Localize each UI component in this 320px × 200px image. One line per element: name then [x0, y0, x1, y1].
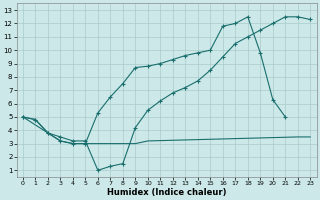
X-axis label: Humidex (Indice chaleur): Humidex (Indice chaleur): [107, 188, 226, 197]
